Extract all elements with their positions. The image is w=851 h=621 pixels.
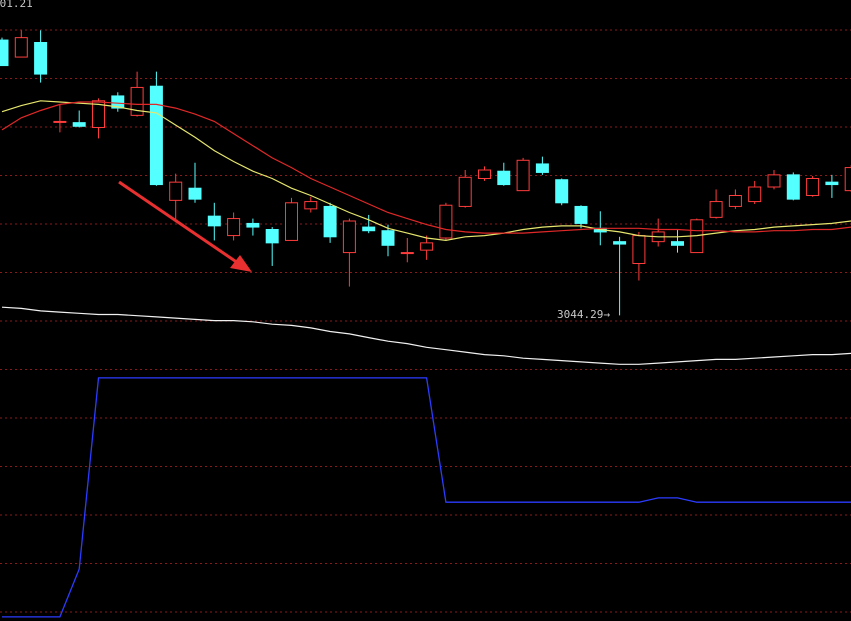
candle-body <box>381 230 395 246</box>
candle-body <box>748 186 762 203</box>
candle-body <box>786 174 800 200</box>
indicator-line <box>2 377 851 618</box>
candle-body <box>169 181 183 201</box>
moving-average <box>1 100 851 242</box>
candle-body <box>458 176 472 207</box>
candle-body <box>0 39 9 67</box>
candle-body <box>207 215 221 227</box>
candle-body <box>555 179 569 204</box>
candle-body <box>535 163 549 173</box>
candle-body <box>671 241 684 246</box>
candle-body <box>285 202 298 241</box>
low-label: 3044.29→ <box>557 308 610 321</box>
candle-body <box>227 218 241 237</box>
candle-body <box>709 201 723 218</box>
candle-body <box>420 242 434 251</box>
candle-body <box>130 86 144 116</box>
candle-body <box>14 37 28 58</box>
candle-body <box>92 100 105 129</box>
candle-body <box>728 195 742 207</box>
candle-body <box>439 204 453 239</box>
trend-arrow <box>118 180 252 272</box>
candle-body <box>72 122 86 127</box>
candle-body <box>478 169 491 180</box>
candle-body <box>342 220 356 254</box>
candle-body <box>246 222 260 228</box>
candle-body <box>362 226 376 232</box>
arrow-head <box>230 255 252 272</box>
candle-body <box>516 159 530 192</box>
candle-body <box>844 167 851 192</box>
candle-body <box>265 229 279 244</box>
candle-body <box>574 205 588 224</box>
candle-body <box>149 85 163 186</box>
candle-body <box>304 201 318 210</box>
candle-body <box>613 241 627 245</box>
moving-average <box>1 306 851 365</box>
moving-average <box>1 101 851 234</box>
candle-body <box>825 181 839 186</box>
grid <box>0 29 851 613</box>
candle-body <box>323 205 337 238</box>
high-label: 301.21 <box>0 0 33 10</box>
marks <box>0 30 851 618</box>
candle-body <box>497 170 511 186</box>
candle-body <box>806 178 820 197</box>
candle-body <box>34 42 48 75</box>
arrow-shaft <box>118 180 239 265</box>
candle-body <box>111 95 125 109</box>
candle-body <box>53 120 67 123</box>
candle-body <box>632 235 646 265</box>
candle-body <box>188 187 202 200</box>
candle-body <box>767 174 781 188</box>
candle-body <box>400 252 414 255</box>
